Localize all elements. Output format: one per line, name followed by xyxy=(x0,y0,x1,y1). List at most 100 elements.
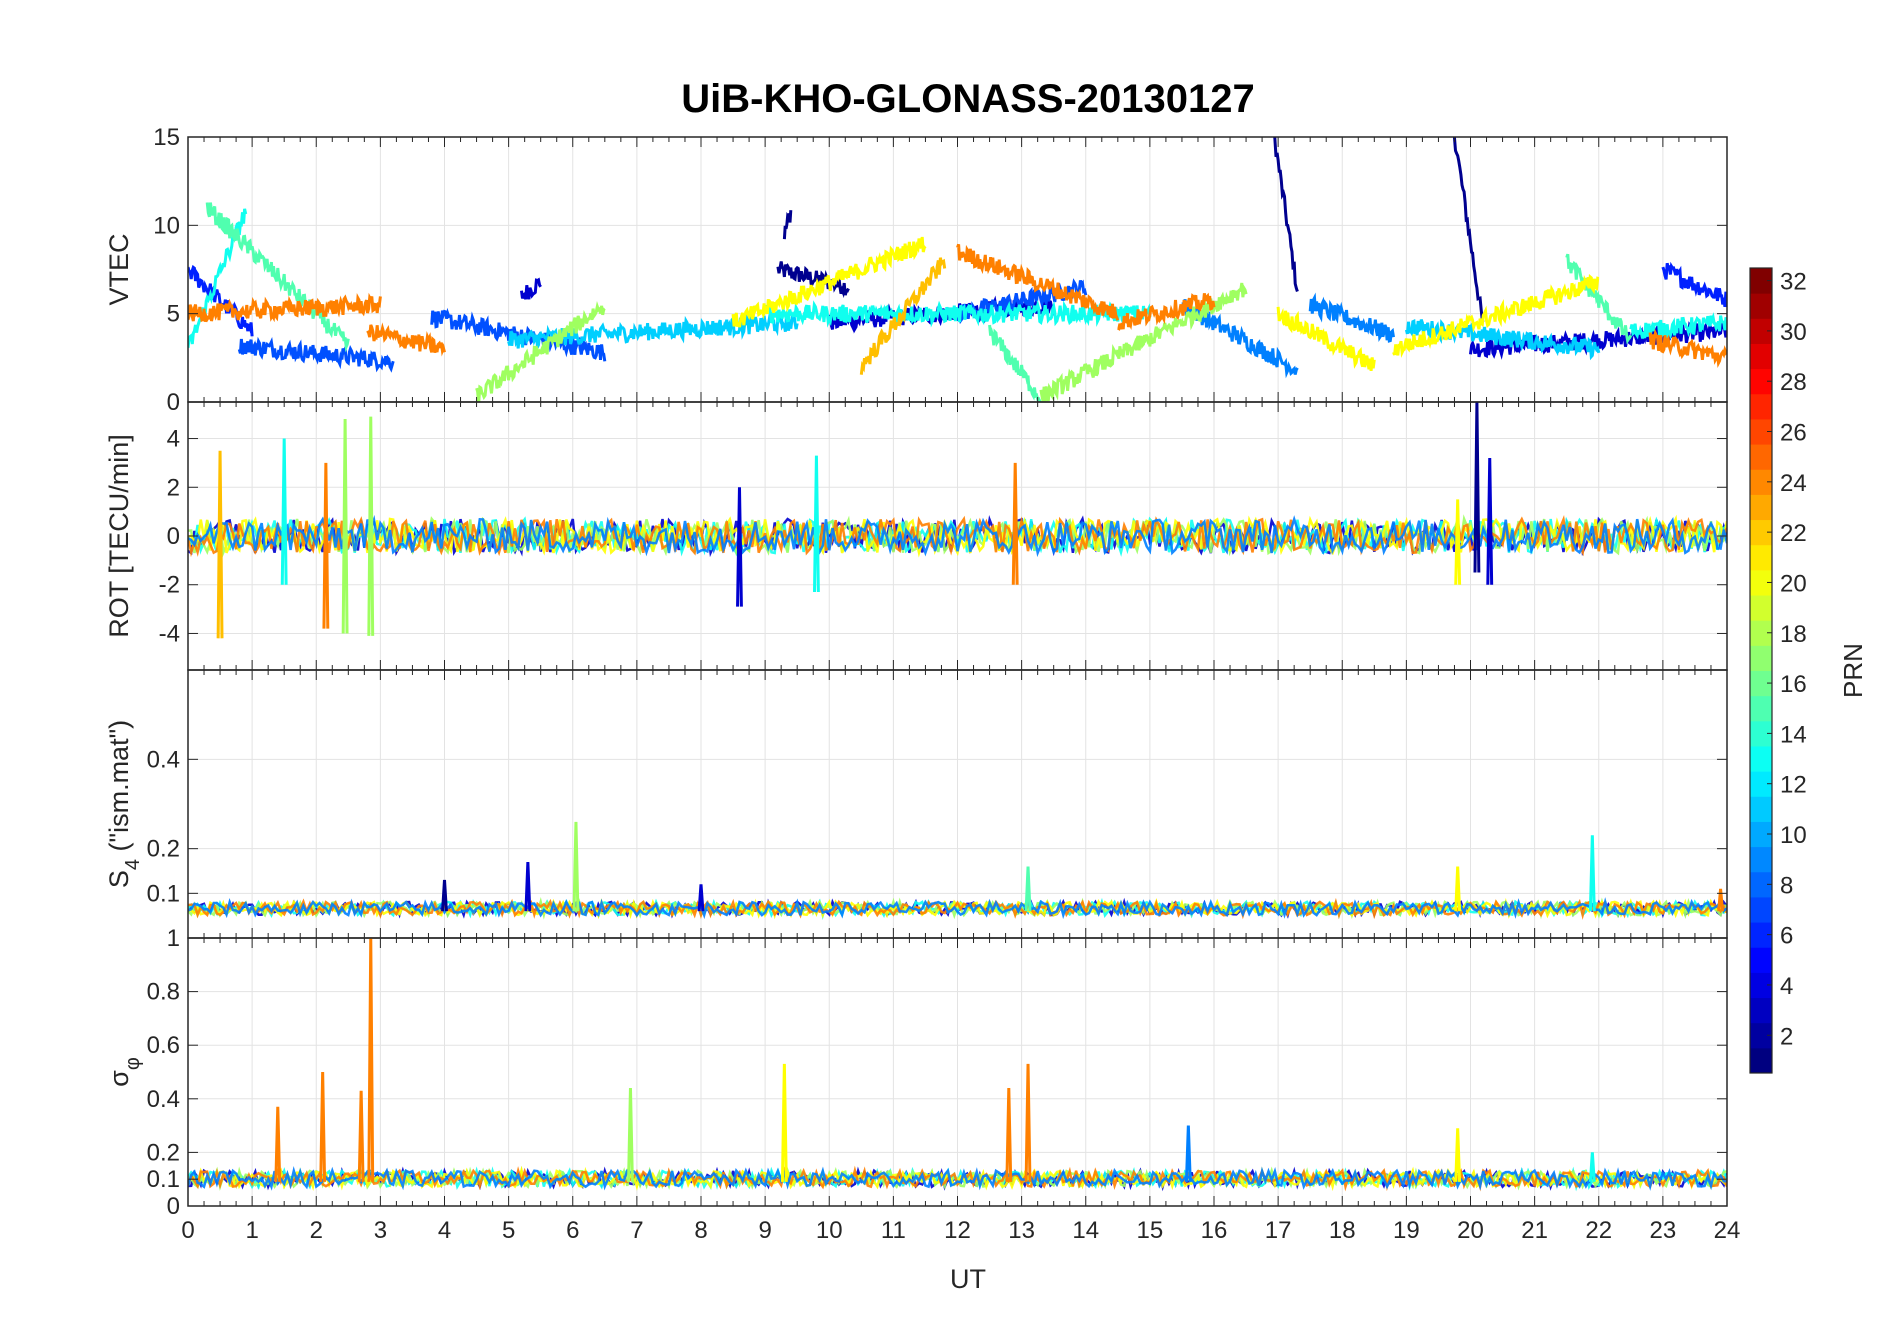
colorbar-bin xyxy=(1750,544,1772,571)
spike xyxy=(357,1090,365,1182)
x-tick-label: 13 xyxy=(1008,1217,1035,1244)
colorbar-tick-label: 14 xyxy=(1780,721,1807,748)
colorbar-tick-label: 22 xyxy=(1780,520,1807,547)
x-tick-label: 19 xyxy=(1393,1217,1420,1244)
colorbar-bin xyxy=(1750,745,1772,772)
y-axis-label-main: VTEC xyxy=(104,233,134,305)
series-line-prn-8 xyxy=(1308,292,1395,343)
colorbar-tick-label: 2 xyxy=(1780,1023,1793,1050)
x-tick-label: 17 xyxy=(1265,1217,1292,1244)
colorbar-bin xyxy=(1750,997,1772,1024)
panel-VTEC: 0 5 10 15 VTEC xyxy=(104,124,1728,416)
noise-trace xyxy=(188,1166,1727,1191)
series-line-prn-3 xyxy=(520,277,542,300)
series-line-prn-1 xyxy=(1452,137,1485,323)
series-line-prn-14 xyxy=(1565,253,1633,345)
spike xyxy=(1454,499,1462,585)
y-tick-label: 0.2 xyxy=(147,836,180,863)
x-tick-label: 18 xyxy=(1329,1217,1356,1244)
colorbar-bin xyxy=(1750,519,1772,546)
x-tick-label: 10 xyxy=(816,1217,843,1244)
y-axis-label: ROT [TECU/min] xyxy=(104,434,134,638)
noise-trace xyxy=(188,514,1727,558)
series-line-prn-1 xyxy=(782,210,793,240)
colorbar-bin xyxy=(1750,922,1772,948)
spike xyxy=(441,879,448,912)
colorbar-bin xyxy=(1750,846,1772,873)
spike xyxy=(627,1088,634,1182)
x-tick-label: 0 xyxy=(181,1217,194,1244)
series-line-prn-6 xyxy=(237,336,395,373)
colorbar-bin xyxy=(1750,1022,1772,1049)
colorbar-bin xyxy=(1750,695,1772,722)
spike xyxy=(274,1106,282,1182)
y-axis-label: VTEC xyxy=(104,233,134,305)
colorbar-tick-label: 20 xyxy=(1780,570,1807,597)
spike xyxy=(1486,458,1494,585)
colorbar-tick-label: 24 xyxy=(1780,470,1807,497)
colorbar-bin xyxy=(1750,318,1772,344)
y-tick-label: 15 xyxy=(153,124,180,151)
figure-title: UiB-KHO-GLONASS-20130127 xyxy=(681,77,1255,121)
y-tick-label: 0 xyxy=(167,1193,180,1220)
x-tick-label: 5 xyxy=(502,1217,515,1244)
series-line-prn-1 xyxy=(776,261,850,299)
colorbar-frame xyxy=(1749,267,1773,1074)
spike xyxy=(697,884,705,912)
spike xyxy=(1024,1063,1032,1182)
spike xyxy=(1454,1128,1462,1182)
x-tick-label: 14 xyxy=(1072,1217,1099,1244)
spike xyxy=(1588,1152,1596,1182)
y-tick-label: 0.1 xyxy=(147,1166,180,1193)
colorbar-bin xyxy=(1750,595,1772,621)
noise-trace xyxy=(188,516,1727,557)
colorbar-tick-label: 4 xyxy=(1780,973,1793,1000)
colorbar-tick-label: 12 xyxy=(1780,772,1807,799)
colorbar-tick-label: 6 xyxy=(1780,923,1793,950)
colorbar-tick-label: 18 xyxy=(1780,621,1807,648)
spike xyxy=(367,938,375,1182)
colorbar-tick-label: 32 xyxy=(1780,269,1807,296)
spike xyxy=(572,821,580,912)
y-tick-label: 1 xyxy=(167,925,180,952)
series-line-prn-24 xyxy=(1648,328,1727,368)
y-tick-label: 0 xyxy=(167,523,180,550)
x-tick-label: 20 xyxy=(1457,1217,1484,1244)
colorbar-bin xyxy=(1750,293,1772,319)
series-line-prn-20 xyxy=(731,236,927,328)
series-line-prn-20 xyxy=(1392,274,1600,358)
series-line-prn-12 xyxy=(188,208,248,348)
series-line-prn-8 xyxy=(1181,299,1299,379)
series-line-prn-24 xyxy=(1117,292,1216,331)
series-line-prn-17 xyxy=(475,300,606,402)
y-axis-label-main: ROT [TECU/min] xyxy=(104,434,134,638)
x-axis-label: UT xyxy=(950,1264,986,1294)
x-tick-label: 24 xyxy=(1714,1217,1741,1244)
y-tick-label: 0.4 xyxy=(147,746,180,773)
spike xyxy=(524,862,532,912)
spike xyxy=(216,450,224,639)
spike xyxy=(1024,866,1032,912)
x-tick-label: 22 xyxy=(1585,1217,1612,1244)
colorbar-bin xyxy=(1750,771,1772,797)
colorbar-bin xyxy=(1750,393,1772,420)
series-line-prn-24 xyxy=(956,243,1120,321)
colorbar-bin xyxy=(1750,343,1772,370)
series-line-prn-24 xyxy=(366,322,446,357)
plot-area xyxy=(188,402,1727,639)
x-tick-label: 6 xyxy=(566,1217,579,1244)
y-axis-label: σφ xyxy=(104,1057,144,1087)
plot-area xyxy=(188,137,1727,402)
spike xyxy=(1184,1125,1192,1182)
series-line-prn-22 xyxy=(859,257,947,375)
colorbar-bin xyxy=(1750,896,1772,923)
panel-ROT: -4 -2 0 2 4 ROT [TECU/min] xyxy=(104,401,1728,671)
x-tick-label: 12 xyxy=(944,1217,971,1244)
series-line-prn-20 xyxy=(1276,306,1376,372)
spike xyxy=(367,416,375,636)
y-axis-label-main: σ xyxy=(104,1070,134,1087)
y-tick-label: 0.2 xyxy=(147,1139,180,1166)
